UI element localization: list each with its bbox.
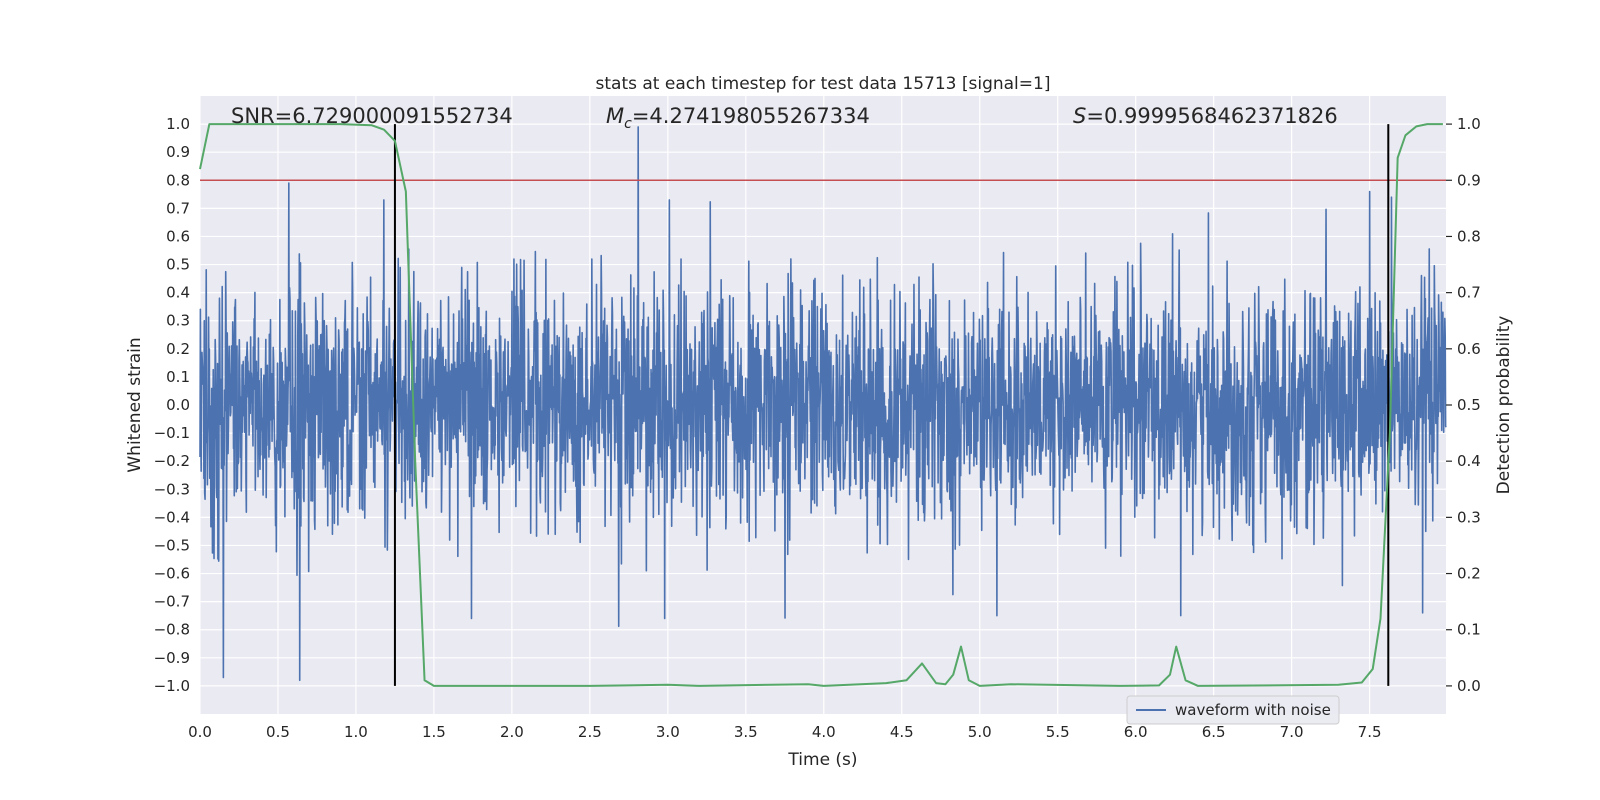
y-tick-label: −0.5 — [154, 536, 190, 554]
x-tick-label: 7.0 — [1280, 723, 1304, 741]
y-right-tick-label: 0.4 — [1457, 452, 1481, 470]
x-tick-label: 5.5 — [1046, 723, 1070, 741]
snr-annotation: SNR=6.729000091552734 — [231, 104, 513, 128]
mc-subscript: c — [624, 116, 632, 132]
y-tick-label: 0.7 — [166, 199, 190, 217]
s-annotation: S=0.9999568462371826 — [1073, 104, 1338, 128]
waveform-line — [199, 126, 1447, 682]
y-right-tick-label: 0.5 — [1457, 396, 1481, 414]
x-tick-label: 4.5 — [890, 723, 914, 741]
y-tick-label: −0.6 — [154, 565, 190, 583]
probability-line — [199, 123, 1443, 687]
x-tick-label: 3.0 — [656, 723, 680, 741]
y-tick-label: 0.2 — [166, 340, 190, 358]
y-tick-label: 0.6 — [166, 227, 190, 245]
x-tick-label: 6.5 — [1202, 723, 1226, 741]
y-tick-label: −0.1 — [154, 424, 190, 442]
x-tick-label: 2.0 — [500, 723, 524, 741]
y-right-tick-label: 0.0 — [1457, 677, 1481, 695]
x-tick-label: 6.0 — [1124, 723, 1148, 741]
y-tick-label: 0.9 — [166, 143, 190, 161]
s-prefix: S — [1073, 104, 1086, 128]
y-right-ticks: 1.0 0.9 0.8 0.7 0.6 0.5 0.4 0.3 0.2 0.1 0.0 — [1446, 115, 1481, 695]
x-tick-label: 1.0 — [344, 723, 368, 741]
y-tick-label: 1.0 — [166, 115, 190, 133]
y-tick-label: −0.7 — [154, 593, 190, 611]
x-axis-label: Time (s) — [787, 750, 857, 770]
y-ticks: 1.0 0.9 0.8 0.7 0.6 0.5 0.4 0.3 0.2 0.1 0.0 −0.1 −0.… — [154, 115, 190, 695]
y-tick-label: −1.0 — [154, 677, 190, 695]
x-tick-label: 0.5 — [266, 723, 290, 741]
s-value: =0.9999568462371826 — [1086, 104, 1337, 128]
x-tick-label: 4.0 — [812, 723, 836, 741]
y-axis-label: Whitened strain — [125, 337, 145, 472]
probability-series — [199, 123, 1443, 687]
mc-prefix: M — [606, 104, 624, 128]
legend: waveform with noise — [1126, 695, 1340, 725]
x-tick-label: 0.0 — [188, 723, 212, 741]
x-tick-label: 3.5 — [734, 723, 758, 741]
chart-title: stats at each timestep for test data 157… — [596, 74, 1051, 94]
y-tick-label: 0.4 — [166, 284, 190, 302]
x-tick-label: 1.5 — [422, 723, 446, 741]
y-tick-label: −0.8 — [154, 621, 190, 639]
y-tick-label: 0.3 — [166, 312, 190, 330]
y-right-tick-label: 0.2 — [1457, 565, 1481, 583]
overlays — [200, 124, 1446, 686]
y-tick-label: −0.3 — [154, 480, 190, 498]
x-tick-label: 2.5 — [578, 723, 602, 741]
y-tick-label: 0.0 — [166, 396, 190, 414]
mc-value: =4.274198055267334 — [632, 104, 870, 128]
y-right-tick-label: 0.6 — [1457, 340, 1481, 358]
legend-label-waveform: waveform with noise — [1175, 701, 1331, 719]
y-right-tick-label: 0.9 — [1457, 171, 1481, 189]
y-tick-label: −0.4 — [154, 508, 190, 526]
y-tick-label: 0.1 — [166, 368, 190, 386]
y-right-axis-label: Detection probability — [1494, 316, 1514, 495]
x-tick-label: 5.0 — [968, 723, 992, 741]
y-right-tick-label: 1.0 — [1457, 115, 1481, 133]
y-tick-label: −0.2 — [154, 452, 190, 470]
x-tick-label: 7.5 — [1358, 723, 1382, 741]
x-ticks: 0.0 0.5 1.0 1.5 2.0 2.5 3.0 3.5 4.0 4.5 5.0 5.5 6.0 6… — [188, 723, 1381, 741]
y-right-tick-label: 0.1 — [1457, 621, 1481, 639]
y-tick-label: −0.9 — [154, 649, 190, 667]
y-right-tick-label: 0.3 — [1457, 508, 1481, 526]
waveform-series — [199, 126, 1447, 682]
mc-annotation: Mc=4.274198055267334 — [606, 104, 870, 132]
legend-box — [1126, 695, 1340, 725]
y-tick-label: 0.8 — [166, 171, 190, 189]
y-tick-label: 0.5 — [166, 256, 190, 274]
y-right-tick-label: 0.7 — [1457, 284, 1481, 302]
y-right-tick-label: 0.8 — [1457, 227, 1481, 245]
